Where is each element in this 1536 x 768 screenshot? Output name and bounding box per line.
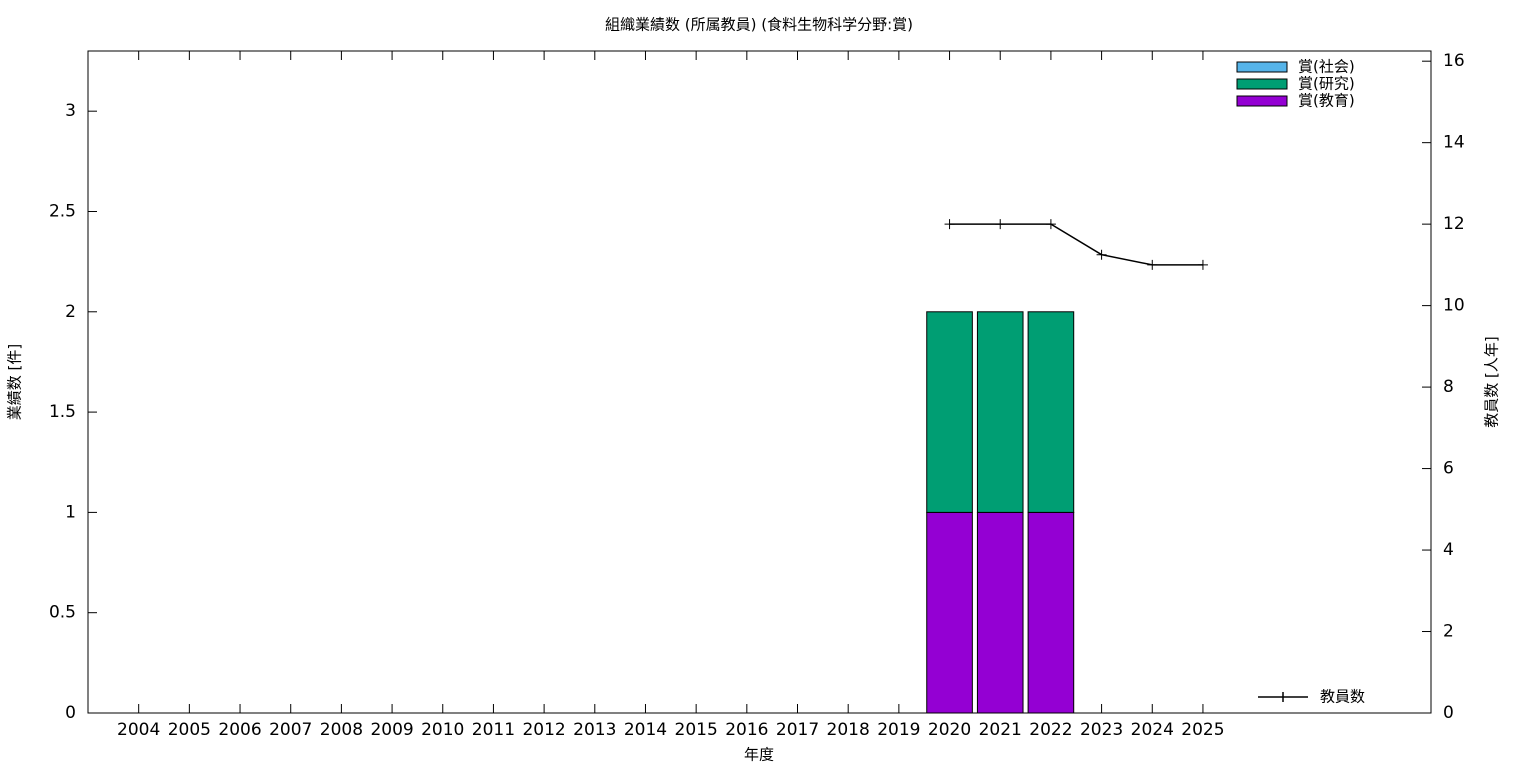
legend-swatch: [1236, 95, 1288, 107]
x-tick-label: 2018: [827, 720, 870, 740]
y-tick-label: 0.5: [49, 603, 76, 623]
y-tick-label: 1: [65, 502, 76, 522]
legend-label: 教員数: [1320, 688, 1365, 706]
legend-label: 賞(社会): [1298, 58, 1355, 76]
x-tick-label: 2011: [472, 720, 515, 740]
y-tick-label: 2: [65, 302, 76, 322]
x-tick-label: 2022: [1029, 720, 1072, 740]
y2-tick-label: 0: [1443, 703, 1454, 723]
y2-tick-label: 14: [1443, 133, 1465, 153]
y2-tick-label: 6: [1443, 459, 1454, 479]
x-tick-label: 2009: [370, 720, 413, 740]
legend-swatch: [1236, 61, 1288, 73]
y-tick-label: 0: [65, 703, 76, 723]
line: [949, 223, 1203, 266]
y2-tick-label: 2: [1443, 622, 1454, 642]
bar-segment: [1027, 311, 1075, 513]
y2-tick-label: 8: [1443, 377, 1454, 397]
bar-segment: [976, 311, 1024, 513]
x-tick-label: 2015: [675, 720, 718, 740]
x-tick-label: 2016: [725, 720, 768, 740]
x-axis-label: 年度: [744, 746, 774, 764]
y2-tick-label: 4: [1443, 540, 1454, 560]
y-tick-label: 3: [65, 101, 76, 121]
y-tick-label: 2.5: [49, 201, 76, 221]
x-tick-label: 2020: [928, 720, 971, 740]
x-tick-label: 2006: [218, 720, 261, 740]
bar-segment: [926, 311, 973, 513]
x-tick-label: 2004: [117, 720, 160, 740]
chart-title: 組織業績数 (所属教員) (食料生物科学分野:賞): [605, 16, 913, 34]
x-tick-label: 2007: [269, 720, 312, 740]
bar-segment: [926, 511, 973, 714]
x-tick-label: 2021: [979, 720, 1022, 740]
y2-axis-label: 教員数 [人年]: [1483, 336, 1501, 427]
x-tick-label: 2023: [1080, 720, 1123, 740]
x-tick-label: 2008: [320, 720, 363, 740]
y-tick-label: 1.5: [49, 402, 76, 422]
bar-segment: [1027, 511, 1075, 714]
y2-tick-label: 10: [1443, 296, 1465, 316]
x-tick-label: 2012: [522, 720, 565, 740]
x-tick-label: 2014: [624, 720, 667, 740]
x-tick-label: 2010: [421, 720, 464, 740]
plot-frame: [87, 50, 1432, 714]
legend-label: 賞(研究): [1298, 75, 1355, 93]
legend-label: 賞(教育): [1298, 92, 1355, 110]
bar-segment: [976, 511, 1024, 714]
legend-line: [1258, 692, 1308, 702]
x-tick-label: 2013: [573, 720, 616, 740]
x-tick-label: 2025: [1181, 720, 1224, 740]
y-axis-label: 業績数 [件]: [6, 344, 24, 420]
x-tick-label: 2005: [168, 720, 211, 740]
x-tick-label: 2017: [776, 720, 819, 740]
x-tick-label: 2019: [877, 720, 920, 740]
legend-swatch: [1236, 78, 1288, 90]
x-tick-label: 2024: [1131, 720, 1174, 740]
y2-tick-label: 16: [1443, 51, 1465, 71]
y2-tick-label: 12: [1443, 214, 1465, 234]
